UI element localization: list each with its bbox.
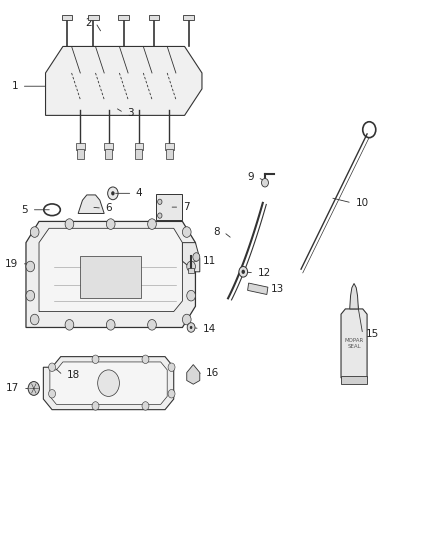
Circle shape [106, 219, 115, 229]
Polygon shape [43, 357, 174, 410]
Circle shape [26, 261, 35, 272]
Bar [118, 14, 129, 20]
Circle shape [187, 290, 195, 301]
Bar [62, 14, 72, 20]
Polygon shape [187, 365, 200, 384]
Circle shape [158, 199, 162, 205]
Circle shape [182, 227, 191, 237]
Bar [135, 149, 142, 159]
Circle shape [65, 319, 74, 330]
Circle shape [241, 270, 245, 274]
Text: 13: 13 [271, 284, 284, 294]
Circle shape [98, 370, 120, 397]
Polygon shape [46, 46, 202, 115]
Circle shape [190, 326, 192, 329]
Circle shape [30, 314, 39, 325]
Circle shape [148, 219, 156, 229]
Text: 2: 2 [85, 18, 92, 28]
Bar [148, 14, 159, 20]
Circle shape [168, 363, 175, 372]
Bar [104, 143, 113, 150]
Bar [156, 195, 182, 220]
Polygon shape [50, 362, 167, 405]
Circle shape [261, 179, 268, 187]
Text: MOPAR
SEAL: MOPAR SEAL [344, 338, 364, 349]
Bar [77, 149, 84, 159]
Text: 12: 12 [258, 268, 271, 278]
Circle shape [26, 290, 35, 301]
Bar [134, 143, 143, 150]
Text: 6: 6 [106, 203, 112, 213]
Circle shape [28, 382, 39, 395]
Circle shape [187, 261, 195, 272]
Text: 19: 19 [5, 259, 18, 269]
Text: 7: 7 [183, 202, 190, 212]
Circle shape [108, 187, 118, 200]
Circle shape [92, 355, 99, 364]
Circle shape [239, 266, 247, 277]
Circle shape [142, 402, 149, 410]
Polygon shape [350, 284, 358, 309]
Bar [183, 14, 194, 20]
Circle shape [49, 363, 56, 372]
Text: 16: 16 [206, 368, 219, 377]
Bar [341, 376, 367, 384]
Text: 1: 1 [11, 81, 18, 91]
Text: 14: 14 [203, 324, 216, 334]
Text: 5: 5 [21, 205, 28, 215]
Text: 8: 8 [214, 227, 220, 237]
Circle shape [182, 314, 191, 325]
Circle shape [168, 390, 175, 398]
Circle shape [148, 319, 156, 330]
Circle shape [92, 402, 99, 410]
Polygon shape [182, 243, 200, 272]
Polygon shape [26, 221, 195, 327]
Bar [105, 149, 112, 159]
Text: 15: 15 [366, 329, 379, 340]
Bar [88, 14, 99, 20]
Circle shape [49, 390, 56, 398]
Bar [188, 268, 194, 273]
Text: 10: 10 [355, 198, 368, 208]
Bar [165, 143, 174, 150]
Text: 3: 3 [127, 108, 134, 118]
Text: 4: 4 [136, 188, 142, 198]
Circle shape [158, 213, 162, 218]
Circle shape [193, 253, 200, 261]
Circle shape [142, 355, 149, 364]
Text: 17: 17 [6, 383, 19, 393]
Circle shape [106, 319, 115, 330]
Text: 9: 9 [247, 172, 254, 182]
Polygon shape [39, 228, 182, 312]
Text: 18: 18 [67, 370, 80, 380]
Circle shape [111, 191, 115, 196]
Polygon shape [78, 195, 104, 214]
Polygon shape [341, 309, 367, 378]
Bar [80, 256, 141, 298]
Bar [76, 143, 85, 150]
Circle shape [65, 219, 74, 229]
Bar [247, 283, 268, 295]
Circle shape [187, 322, 195, 332]
Circle shape [30, 227, 39, 237]
Bar [166, 149, 173, 159]
Text: 11: 11 [203, 256, 216, 266]
